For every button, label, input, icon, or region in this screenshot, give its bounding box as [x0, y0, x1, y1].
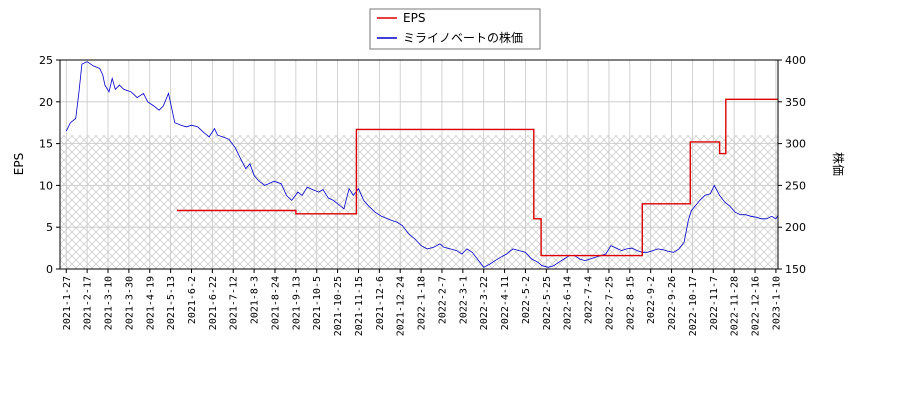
- x-tick-label: 2021-2-17: [83, 276, 94, 330]
- x-tick-label: 2022-7-25: [604, 276, 615, 330]
- y-axis-right: 150 200 250 300 350 400: [778, 54, 806, 276]
- x-tick-label: 2022-3-22: [479, 276, 490, 330]
- plot-frame: [59, 59, 779, 270]
- y-axis-left: 0 5 10 15 20 25: [39, 54, 60, 276]
- legend-box: [369, 8, 541, 50]
- x-tick-label: 2021-6-2: [187, 276, 198, 324]
- y-tick-label-right: 200: [785, 221, 806, 234]
- series-line-price: [65, 61, 778, 268]
- y-tick-label-right: 350: [785, 96, 806, 109]
- series-line-eps: [176, 98, 778, 257]
- x-tick-label: 2021-8-24: [270, 276, 281, 330]
- x-tick-label: 2021-12-6: [375, 276, 386, 330]
- legend: EPS ミライノベートの株価: [369, 8, 541, 50]
- x-tick-label: 2021-9-13: [291, 276, 302, 330]
- x-tick-label: 2023-1-10: [771, 276, 782, 330]
- x-tick-label: 2022-1-18: [417, 276, 428, 330]
- x-tick-label: 2022-8-15: [625, 276, 636, 330]
- y-tick-label-right: 400: [785, 54, 806, 67]
- x-tick-label: 2022-9-26: [667, 276, 678, 330]
- y-axis-right-title: 株価: [831, 152, 846, 176]
- hatched-band: [60, 135, 778, 269]
- x-tick-label: 2022-7-4: [584, 276, 595, 324]
- y-tick-label-left: 10: [39, 179, 53, 192]
- x-tick-label: 2021-1-27: [62, 276, 73, 330]
- x-tick-label: 2021-10-25: [333, 276, 344, 336]
- y-tick-label-right: 300: [785, 138, 806, 151]
- x-tick-label: 2022-6-14: [563, 276, 574, 330]
- x-tick-label: 2022-2-7: [437, 276, 448, 324]
- y-tick-label-left: 0: [46, 263, 53, 276]
- x-tick-label: 2021-11-15: [354, 276, 365, 336]
- legend-label-eps: EPS: [403, 11, 425, 25]
- y-tick-label-right: 250: [785, 179, 806, 192]
- y-tick-label-right: 150: [785, 263, 806, 276]
- x-tick-label: 2021-4-19: [145, 276, 156, 330]
- x-tick-label: 2021-6-22: [208, 276, 219, 330]
- x-tick-label: 2022-9-2: [646, 276, 657, 324]
- x-tick-label: 2021-12-24: [396, 276, 407, 336]
- y-tick-label-left: 15: [39, 138, 53, 151]
- x-tick-label: 2022-5-25: [542, 276, 553, 330]
- x-tick-label: 2021-3-30: [124, 276, 135, 330]
- x-tick-label: 2021-5-13: [166, 276, 177, 330]
- y-tick-label-left: 5: [46, 221, 53, 234]
- x-tick-label: 2021-3-10: [104, 276, 115, 330]
- x-tick-label: 2022-11-7: [709, 276, 720, 330]
- y-axis-left-title: EPS: [12, 153, 26, 175]
- y-tick-label-left: 25: [39, 54, 53, 67]
- x-tick-label: 2022-4-11: [500, 276, 511, 330]
- x-tick-label: 2022-10-17: [688, 276, 699, 336]
- x-tick-label: 2022-11-28: [730, 276, 741, 336]
- x-tick-label: 2022-5-2: [521, 276, 532, 324]
- y-tick-label-left: 20: [39, 96, 53, 109]
- x-tick-label: 2021-10-5: [312, 276, 323, 330]
- x-tick-label: 2021-7-12: [229, 276, 240, 330]
- x-tick-label: 2022-12-16: [751, 276, 762, 336]
- x-axis: 2021-1-27 2021-2-17 2021-3-10 2021-3-30 2021…: [62, 269, 782, 336]
- legend-label-price: ミライノベートの株価: [403, 30, 523, 45]
- x-tick-label: 2021-8-3: [250, 276, 261, 324]
- x-tick-label: 2022-3-1: [458, 276, 469, 324]
